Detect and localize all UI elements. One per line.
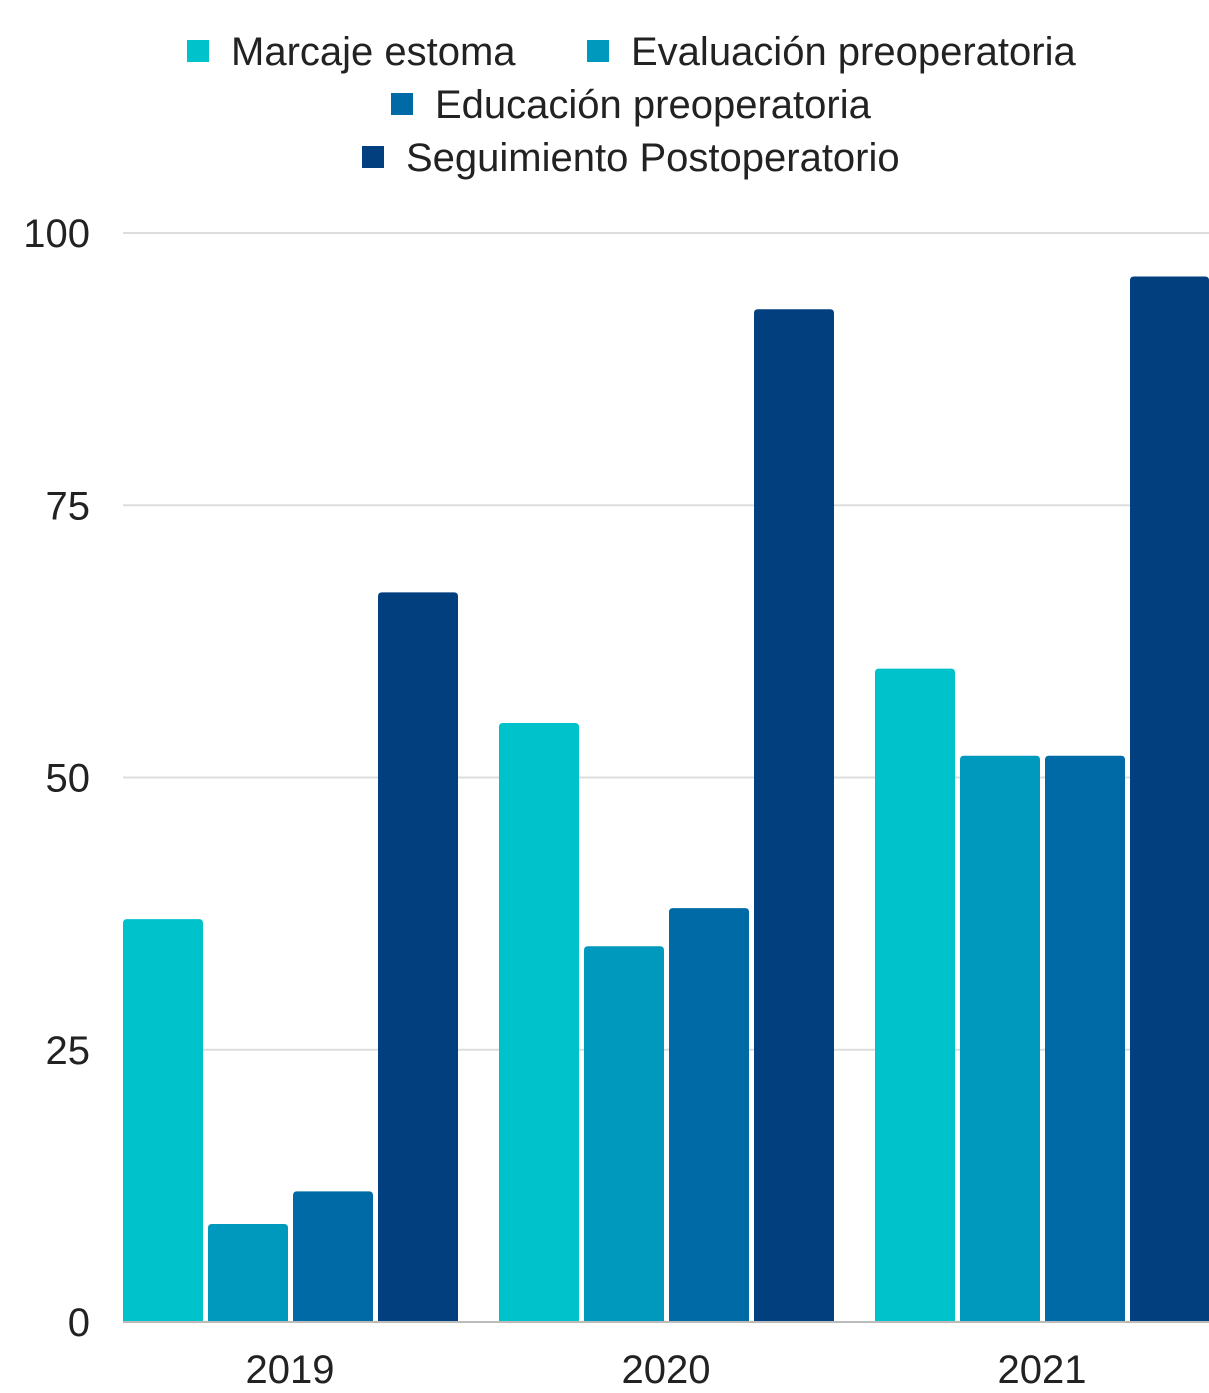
bars <box>123 276 1209 1323</box>
x-tick-label: 2019 <box>246 1348 335 1388</box>
legend-item: Educación preoperatoria <box>391 83 872 127</box>
x-tick-label: 2020 <box>622 1348 711 1388</box>
x-axis-ticks: 2019 2020 2021 <box>246 1348 1087 1392</box>
y-tick-label: 75 <box>46 484 91 528</box>
bar <box>669 908 749 1322</box>
legend-label: Seguimiento Postoperatorio <box>406 136 900 180</box>
legend-swatch <box>187 40 209 62</box>
legend-swatch <box>587 40 609 62</box>
y-tick-label: 0 <box>68 1301 90 1345</box>
y-axis-ticks: 0 25 50 75 100 <box>23 212 90 1345</box>
bar <box>754 309 834 1323</box>
bar <box>499 723 579 1322</box>
bar <box>293 1191 373 1322</box>
legend-item: Marcaje estoma <box>187 30 516 74</box>
y-tick-label: 50 <box>46 757 91 801</box>
bar <box>584 946 664 1322</box>
legend-label: Educación preoperatoria <box>435 83 872 127</box>
bar <box>378 592 458 1322</box>
y-tick-label: 25 <box>46 1029 91 1073</box>
legend-item: Seguimiento Postoperatorio <box>362 136 900 180</box>
legend-label: Evaluación preoperatoria <box>631 30 1076 74</box>
x-tick-label: 2021 <box>998 1348 1087 1388</box>
legend-swatch <box>362 146 384 168</box>
legend: Marcaje estoma Evaluación preoperatoria Ed… <box>187 30 1076 180</box>
bar <box>1045 755 1125 1322</box>
legend-label: Marcaje estoma <box>231 30 516 74</box>
bar <box>1130 276 1209 1322</box>
bar <box>960 755 1040 1322</box>
bar <box>208 1223 288 1322</box>
legend-item: Evaluación preoperatoria <box>587 30 1076 74</box>
y-tick-label: 100 <box>23 212 90 256</box>
bar <box>123 919 203 1322</box>
legend-swatch <box>391 93 413 115</box>
bar <box>875 668 955 1322</box>
